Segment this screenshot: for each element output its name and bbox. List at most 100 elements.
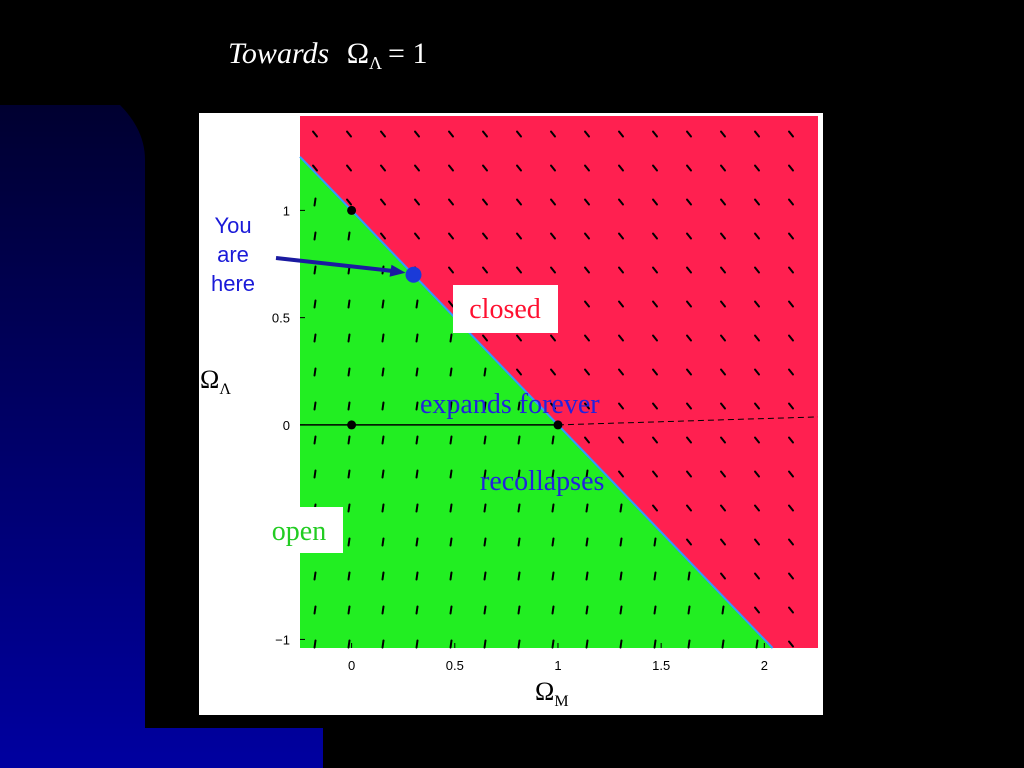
field-arrow	[380, 232, 386, 240]
field-arrow	[517, 435, 521, 445]
field-arrow	[585, 605, 589, 615]
field-arrow	[721, 605, 725, 615]
field-arrow	[686, 538, 692, 546]
x-tick-label: 0.5	[446, 658, 464, 673]
field-arrow	[516, 266, 522, 274]
y_label-subscript: Λ	[219, 381, 231, 398]
field-arrow	[313, 401, 317, 411]
field-arrow	[448, 300, 454, 308]
field-arrow	[346, 198, 352, 206]
field-arrow	[551, 605, 555, 615]
field-arrow	[652, 300, 658, 308]
x-tick-label: 2	[761, 658, 768, 673]
field-arrow	[788, 300, 794, 308]
field-arrow	[449, 469, 453, 479]
field-arrow	[584, 164, 590, 172]
field-arrow	[551, 469, 555, 479]
field-arrow	[347, 435, 351, 445]
field-arrow	[618, 300, 624, 308]
field-arrow	[653, 605, 657, 615]
field-arrow	[415, 299, 419, 309]
field-arrow	[585, 469, 589, 479]
field-arrow	[449, 367, 453, 377]
field-arrow	[313, 299, 317, 309]
y-tick-label: 0	[283, 418, 290, 433]
field-arrow	[584, 402, 590, 410]
field-arrow	[381, 605, 385, 615]
title-text: Towards	[228, 37, 329, 70]
field-arrow	[415, 605, 419, 615]
field-arrow	[312, 130, 318, 138]
you-are-here-text: here	[211, 271, 255, 296]
field-arrow	[415, 367, 419, 377]
field-arrow	[652, 436, 658, 444]
field-arrow	[517, 503, 521, 513]
field-arrow	[517, 537, 521, 547]
field-arrow	[347, 605, 351, 615]
field-arrow	[754, 436, 760, 444]
field-arrow	[686, 436, 692, 444]
field-arrow	[652, 164, 658, 172]
field-arrow	[652, 334, 658, 342]
field-arrow	[415, 401, 419, 411]
field-arrow	[686, 164, 692, 172]
field-arrow	[584, 266, 590, 274]
field-arrow	[449, 571, 453, 581]
field-arrow	[584, 436, 590, 444]
field-arrow	[381, 367, 385, 377]
field-arrow	[720, 130, 726, 138]
field-arrow	[686, 198, 692, 206]
field-arrow	[380, 164, 386, 172]
field-arrow	[414, 198, 420, 206]
field-arrow	[483, 605, 487, 615]
field-arrow	[618, 198, 624, 206]
field-arrow	[380, 198, 386, 206]
field-arrow	[313, 605, 317, 615]
field-arrow	[720, 198, 726, 206]
field-arrow	[347, 401, 351, 411]
field-arrow	[483, 367, 487, 377]
field-arrow	[754, 164, 760, 172]
field-arrow	[347, 231, 351, 241]
field-arrow	[516, 198, 522, 206]
closed-box	[453, 285, 558, 333]
field-arrow	[347, 469, 351, 479]
field-arrow	[414, 130, 420, 138]
field-arrow	[313, 435, 317, 445]
field-arrow	[347, 503, 351, 513]
x_label-symbol: Ω	[535, 677, 554, 706]
you-are-here-text: You	[214, 213, 251, 238]
expands-label: expands forever	[420, 389, 600, 420]
field-arrow	[788, 402, 794, 410]
field-arrow	[483, 401, 487, 411]
field-arrow	[754, 334, 760, 342]
field-arrow	[551, 503, 555, 513]
field-arrow	[381, 639, 385, 649]
plot: 0 0.5 1 1.5 2−100.51ΩMΩΛYouarehereclosedopen…	[200, 116, 819, 710]
field-arrow	[754, 470, 760, 478]
open-box	[259, 507, 343, 553]
field-arrow	[415, 435, 419, 445]
field-arrow	[313, 231, 317, 241]
field-arrow	[619, 571, 623, 581]
y_label-symbol: Ω	[200, 365, 219, 394]
field-arrow	[551, 639, 555, 649]
field-arrow	[618, 232, 624, 240]
title-symbol: Ω	[347, 37, 369, 70]
field-arrow	[551, 571, 555, 581]
field-arrow	[415, 469, 419, 479]
field-arrow	[720, 572, 726, 580]
field-arrow	[652, 198, 658, 206]
field-arrow	[686, 470, 692, 478]
field-arrow	[652, 266, 658, 274]
field-arrow	[788, 164, 794, 172]
field-arrow	[415, 503, 419, 513]
field-arrow	[482, 266, 488, 274]
field-arrow	[551, 537, 555, 547]
field-arrow	[584, 368, 590, 376]
field-arrow	[381, 299, 385, 309]
field-arrow	[720, 436, 726, 444]
field-arrow	[381, 435, 385, 445]
field-arrow	[415, 537, 419, 547]
field-arrow	[313, 197, 317, 207]
